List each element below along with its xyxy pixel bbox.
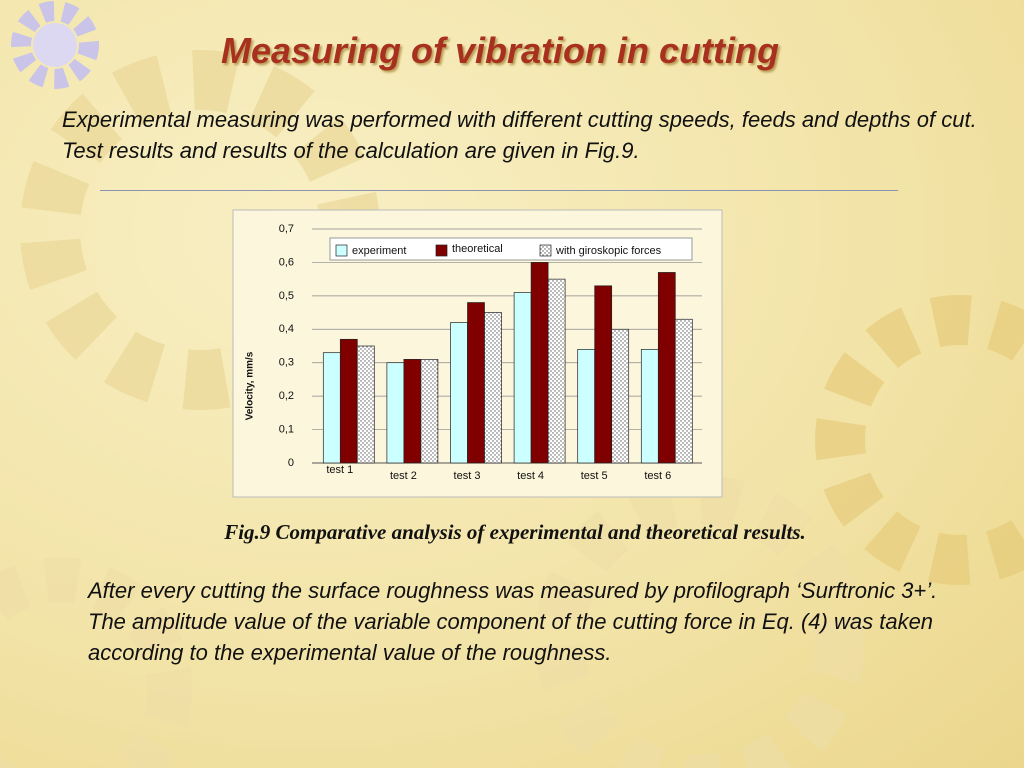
legend-label: theoretical [452, 243, 503, 255]
legend-box [329, 237, 693, 261]
y-tick-label: 0,6 [279, 256, 294, 268]
x-tick-label: test 1 [326, 464, 353, 476]
body-text: After every cutting the surface roughnes… [88, 578, 938, 665]
legend-swatch [435, 244, 448, 257]
x-tick-label: test 4 [517, 470, 544, 482]
bar [322, 352, 341, 464]
y-tick-label: 0,4 [279, 323, 294, 335]
y-axis-label: Velocity, mm/s [245, 351, 256, 420]
bar [674, 318, 693, 464]
y-tick-label: 0,5 [279, 290, 294, 302]
y-tick-label: 0,3 [279, 357, 294, 369]
legend-label: experiment [352, 245, 406, 257]
bar [450, 322, 468, 464]
bar [547, 278, 566, 464]
x-tick-label: test 5 [581, 470, 608, 482]
gear [0, 557, 193, 768]
legend-swatch [335, 244, 348, 257]
bar [386, 362, 405, 464]
figure-caption: Fig.9 Comparative analysis of experiment… [224, 520, 806, 544]
gear [33, 23, 77, 67]
bar [339, 338, 358, 464]
bar [640, 348, 659, 464]
bar [467, 302, 485, 464]
bar [513, 292, 532, 464]
bar [356, 345, 375, 464]
intro-text: Experimental measuring was performed wit… [62, 107, 977, 163]
legend-label: with giroskopic forces [555, 245, 662, 257]
bar [420, 359, 439, 464]
legend-swatch [539, 244, 552, 257]
y-tick-label: 0 [288, 457, 294, 469]
divider [100, 190, 898, 191]
gear [815, 295, 1024, 585]
y-tick-label: 0,1 [279, 423, 294, 435]
slide-title: Measuring of vibration in cutting [221, 30, 779, 71]
x-tick-label: test 2 [390, 470, 417, 482]
bar [611, 328, 630, 464]
bar [403, 359, 422, 464]
y-tick-label: 0,7 [279, 223, 294, 235]
gear [11, 1, 99, 89]
x-tick-label: test 3 [454, 470, 481, 482]
gear [535, 475, 865, 768]
bar [484, 312, 502, 464]
y-tick-label: 0,2 [279, 390, 294, 402]
bar [577, 348, 596, 464]
bar [657, 272, 676, 464]
x-tick-label: test 6 [644, 470, 671, 482]
bar [594, 285, 613, 464]
bar [530, 262, 549, 464]
